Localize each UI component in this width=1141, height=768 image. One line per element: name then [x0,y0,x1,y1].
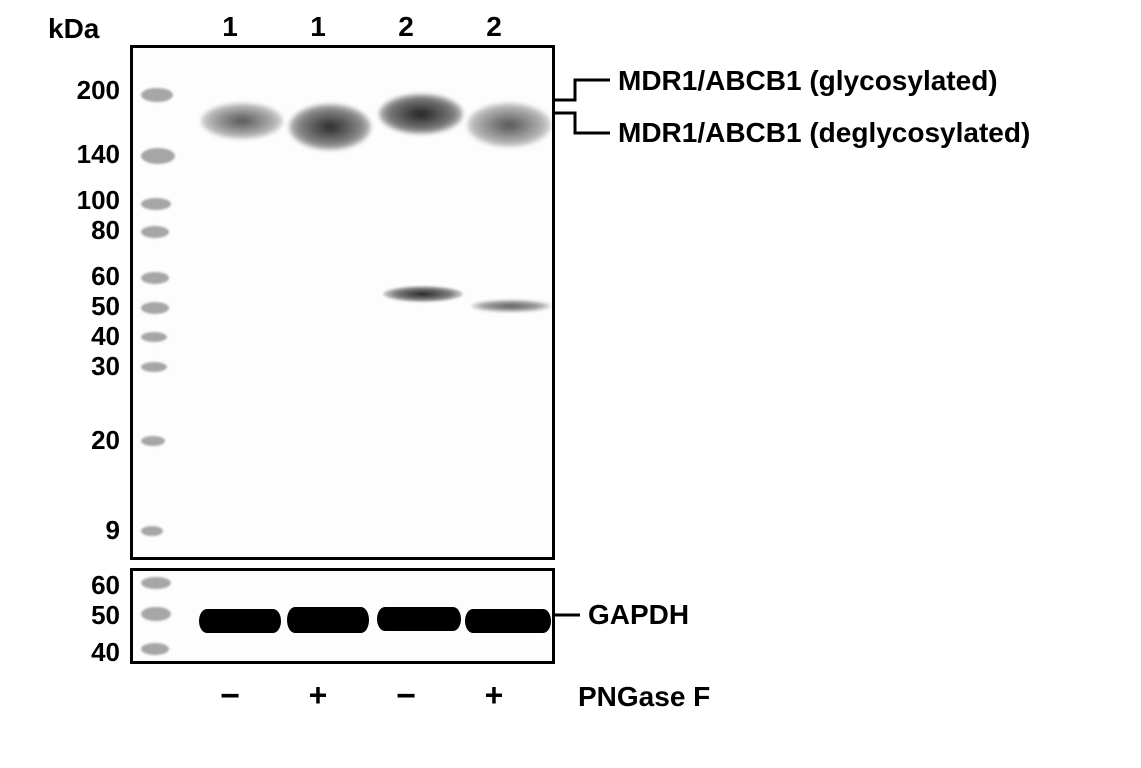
pngase-value: − [200,677,260,716]
gapdh-band [287,607,369,633]
leader-line-glyco [555,70,615,110]
mw-tick: 40 [40,637,120,668]
mw-tick: 20 [40,425,120,456]
ladder-mark [141,148,175,164]
mw-tick: 200 [40,75,120,106]
western-blot-figure: kDa 1 1 2 2 200 140 100 80 60 50 40 30 2… [40,15,1100,755]
pngase-value: − [376,677,436,716]
mw-tick: 100 [40,185,120,216]
ladder-mark [141,332,167,342]
lane-number: 1 [210,11,250,43]
leader-line-gapdh [555,605,583,625]
mw-tick: 50 [40,600,120,631]
mid-band [383,286,463,302]
mdr1-band [201,103,283,139]
mw-tick: 40 [40,321,120,352]
ladder-mark [141,577,171,589]
mdr1-band [289,104,371,150]
kda-header: kDa [48,13,99,45]
top-blot-panel [130,45,555,560]
lane-number: 2 [386,11,426,43]
bottom-blot-panel [130,568,555,664]
pngase-value: + [288,677,348,714]
mw-tick: 140 [40,139,120,170]
mw-tick: 50 [40,291,120,322]
pngase-label: PNGase F [578,681,710,713]
ladder-mark [141,272,169,284]
mid-band [471,300,551,312]
mw-tick: 60 [40,261,120,292]
mw-tick: 60 [40,570,120,601]
annotation-deglyco: MDR1/ABCB1 (deglycosylated) [618,117,1030,149]
ladder-mark [141,607,171,621]
ladder-mark [141,302,169,314]
annotation-gapdh: GAPDH [588,599,689,631]
annotation-glyco: MDR1/ABCB1 (glycosylated) [618,65,998,97]
lane-number: 2 [474,11,514,43]
leader-line-deglyco [555,105,615,145]
ladder-mark [141,643,169,655]
gapdh-band [199,609,281,633]
ladder-mark [141,226,169,238]
mdr1-band [379,94,463,134]
ladder-mark [141,362,167,372]
lane-number: 1 [298,11,338,43]
gapdh-band [377,607,461,631]
gapdh-band [465,609,551,633]
ladder-mark [141,526,163,536]
mw-tick: 9 [40,515,120,546]
ladder-mark [141,436,165,446]
ladder-mark [141,88,173,102]
mw-tick: 80 [40,215,120,246]
mdr1-band [467,103,551,147]
pngase-value: + [464,677,524,714]
ladder-mark [141,198,171,210]
mw-tick: 30 [40,351,120,382]
